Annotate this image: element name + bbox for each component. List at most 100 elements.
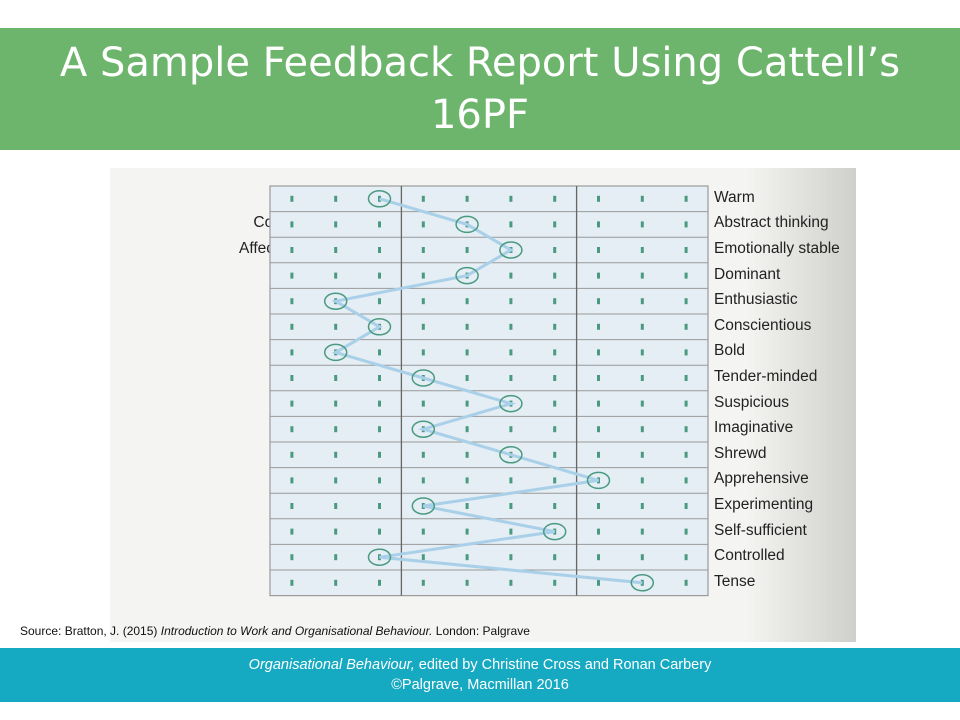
scale-tick [465,298,469,305]
scale-tick [597,451,600,458]
score-marker [499,446,523,464]
scale-tick [465,426,469,433]
trait-high-label: Abstract thinking [714,214,829,232]
source-book-title: Introduction to Work and Organisational … [160,624,433,638]
score-marker [323,343,348,362]
scale-tick [334,528,338,535]
scale-tick [465,247,469,253]
scale-tick [509,349,513,356]
scale-tick [378,528,381,535]
scale-tick [334,451,338,458]
scale-tick [290,272,294,279]
scale-tick [684,298,688,305]
scale-tick [378,221,381,228]
scale-tick [334,503,338,509]
scale-tick [640,298,644,305]
footer-editors: edited by Christine Cross and Ronan Carb… [414,657,712,673]
scale-tick [334,375,338,381]
scale-tick [553,400,557,407]
scale-tick [465,451,469,458]
scale-tick [640,400,644,407]
scale-tick [553,195,557,202]
scale-tick [378,426,381,433]
scale-tick [421,272,425,279]
footer: Organisational Behaviour, edited by Chri… [0,648,960,702]
scale-tick [509,477,513,484]
scale-tick [684,195,688,202]
scale-tick [597,272,600,279]
scale-tick [290,503,294,509]
scale-tick [290,298,294,305]
scale-tick [640,503,644,509]
trait-high-label: Warm [714,188,755,206]
scale-tick [597,298,600,305]
scale-tick [597,528,600,535]
scale-tick [334,323,338,330]
trait-high-label: Conscientious [714,316,812,334]
scale-tick [421,323,425,330]
scale-tick [553,579,557,586]
trait-high-label: Self-sufficient [714,521,807,539]
scale-tick [290,221,294,228]
scale-tick [290,426,294,433]
score-marker [411,420,436,438]
scale-tick [465,195,469,202]
scale-tick [553,349,557,356]
scale-tick [640,195,644,202]
scale-tick [509,375,513,381]
scale-tick [421,451,425,458]
scale-tick [640,528,644,535]
scale-tick [421,247,425,253]
scale-tick [509,579,513,586]
scale-tick [509,426,513,433]
scale-tick [640,272,644,279]
scale-tick [421,298,425,305]
scale-tick [684,477,688,484]
scale-tick [334,426,338,433]
score-marker [499,241,523,259]
scale-tick [509,272,513,279]
scale-tick [421,477,425,484]
scale-tick [290,323,294,330]
scale-tick [290,579,294,586]
trait-high-label: Imaginative [714,419,794,437]
scale-tick [597,503,600,509]
scale-tick [640,554,644,561]
scale-tick [684,426,688,433]
scale-tick [465,503,469,509]
scale-tick [509,195,513,202]
scale-tick [553,451,557,458]
scale-tick [465,477,469,484]
scale-tick [597,579,600,586]
scale-tick [465,579,469,586]
scale-tick [465,400,469,407]
scale-tick [684,323,688,330]
scale-tick [509,554,513,561]
scale-tick [553,554,557,561]
scale-tick [553,375,557,381]
scale-tick [421,195,425,202]
scale-tick [597,247,600,253]
scale-tick [553,221,557,228]
trait-high-label: Experimenting [714,496,814,513]
profile-chart-figure: CoolConcrete thinkingAffected by feeling… [110,168,856,642]
scale-tick [378,451,381,458]
scale-tick [290,554,294,561]
scale-tick [334,579,338,586]
scale-tick [421,349,425,356]
title-bar: A Sample Feedback Report Using Cattell’s… [0,28,960,150]
score-marker [455,266,479,285]
scale-tick [553,503,557,509]
trait-high-label: Bold [714,342,746,360]
scale-tick [378,247,381,253]
scale-tick [597,195,600,202]
scale-tick [334,272,338,279]
scale-tick [553,298,557,305]
scale-tick [378,503,381,509]
scale-tick [509,221,513,228]
scale-tick [684,247,688,253]
score-marker [542,522,567,541]
scale-tick [684,375,688,381]
scale-tick [684,528,688,535]
source-citation: Source: Bratton, J. (2015) Introduction … [20,624,530,638]
